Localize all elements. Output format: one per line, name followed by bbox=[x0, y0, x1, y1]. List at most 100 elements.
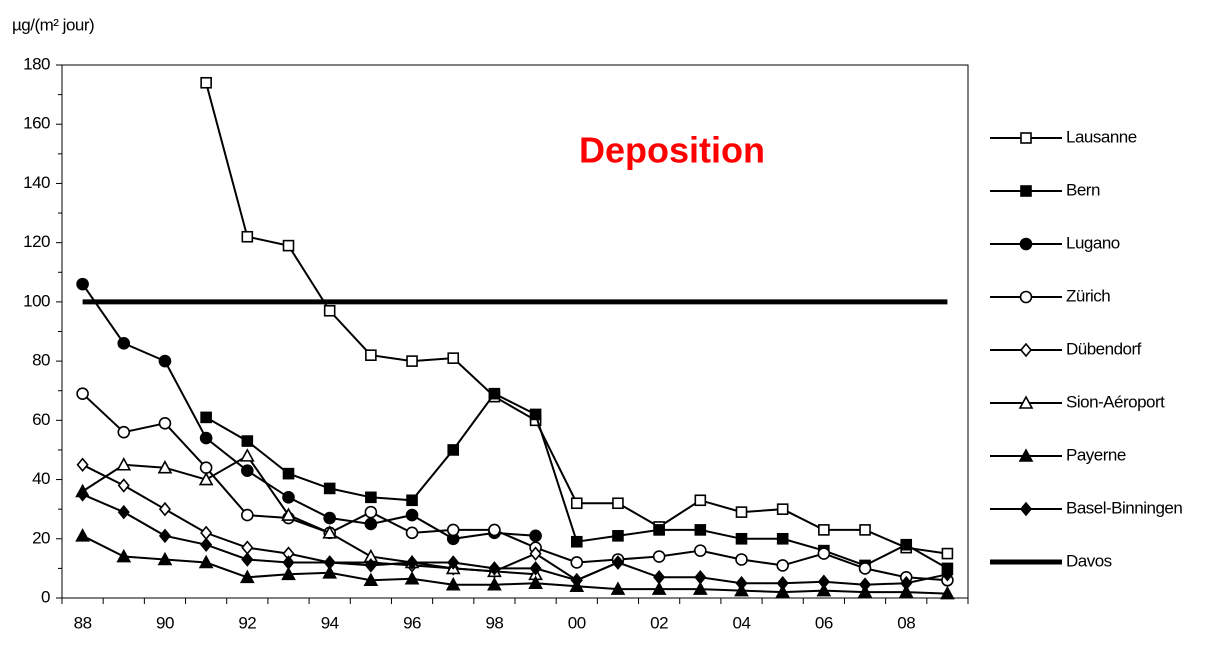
point bbox=[364, 517, 378, 531]
point bbox=[322, 565, 338, 579]
point bbox=[198, 471, 214, 486]
marker bbox=[1018, 448, 1034, 462]
point bbox=[117, 504, 130, 520]
point bbox=[157, 551, 173, 566]
y-tick-label: 60 bbox=[32, 410, 50, 429]
point bbox=[735, 575, 748, 591]
y-tick-label: 100 bbox=[23, 291, 50, 310]
point bbox=[158, 528, 171, 544]
point bbox=[200, 411, 212, 424]
y-tick-label: 40 bbox=[32, 469, 50, 488]
point bbox=[900, 575, 913, 591]
legend-label: Zürich bbox=[1066, 286, 1110, 305]
series bbox=[200, 76, 954, 560]
point bbox=[694, 544, 707, 557]
y-axis-label: µg/(m² jour) bbox=[12, 15, 94, 34]
point bbox=[694, 570, 707, 585]
point bbox=[858, 562, 872, 575]
point bbox=[570, 556, 584, 569]
point bbox=[775, 584, 791, 598]
point bbox=[117, 478, 130, 493]
point bbox=[735, 532, 748, 545]
marker bbox=[1019, 501, 1033, 517]
point bbox=[405, 508, 419, 522]
point bbox=[241, 435, 254, 447]
point bbox=[76, 277, 89, 291]
marker bbox=[1020, 132, 1032, 144]
series bbox=[200, 387, 954, 575]
point bbox=[940, 585, 955, 600]
point bbox=[776, 575, 789, 591]
point bbox=[487, 577, 502, 591]
point bbox=[364, 505, 378, 519]
point bbox=[200, 525, 213, 541]
point bbox=[611, 555, 624, 570]
point bbox=[282, 555, 295, 570]
point bbox=[776, 532, 789, 545]
point bbox=[653, 524, 665, 536]
point bbox=[529, 561, 542, 576]
point bbox=[404, 571, 420, 585]
point bbox=[364, 558, 377, 573]
marker bbox=[1018, 395, 1034, 409]
x-tick-label: 92 bbox=[238, 613, 256, 632]
point bbox=[406, 355, 418, 367]
y-tick-label: 120 bbox=[23, 232, 50, 251]
point bbox=[75, 528, 90, 542]
point bbox=[488, 387, 501, 400]
point bbox=[652, 550, 666, 563]
point bbox=[735, 506, 748, 518]
point bbox=[694, 494, 707, 507]
line bbox=[82, 463, 619, 582]
legend-label: Dübendorf bbox=[1066, 339, 1142, 358]
legend-label: Payerne bbox=[1066, 445, 1126, 464]
x-tick-label: 94 bbox=[321, 613, 339, 632]
plot-area bbox=[61, 64, 969, 599]
legend-label: Bern bbox=[1066, 180, 1100, 199]
point bbox=[941, 567, 954, 582]
point bbox=[241, 464, 254, 477]
x-tick-label: 02 bbox=[650, 613, 668, 632]
marker bbox=[1019, 237, 1033, 251]
y-tick-label: 160 bbox=[23, 114, 50, 133]
point bbox=[570, 535, 583, 548]
point bbox=[610, 581, 626, 595]
point bbox=[241, 230, 254, 243]
x-tick-label: 96 bbox=[403, 613, 421, 632]
legend-label: Lugano bbox=[1066, 233, 1120, 252]
point bbox=[241, 508, 254, 522]
point bbox=[612, 530, 624, 542]
point bbox=[241, 540, 254, 555]
point bbox=[117, 337, 131, 350]
point bbox=[446, 523, 460, 537]
point bbox=[239, 569, 255, 584]
point bbox=[117, 425, 131, 439]
y-tick-label: 140 bbox=[23, 173, 50, 192]
point bbox=[570, 572, 583, 588]
x-tick-label: 04 bbox=[733, 613, 751, 632]
y-tick-label: 180 bbox=[23, 54, 50, 73]
marker bbox=[1019, 342, 1033, 358]
point bbox=[941, 547, 954, 560]
point bbox=[323, 304, 336, 317]
point bbox=[776, 559, 789, 572]
y-tick-label: 20 bbox=[32, 528, 50, 547]
point bbox=[322, 525, 338, 539]
point bbox=[282, 467, 295, 480]
point bbox=[158, 501, 171, 517]
marker bbox=[1019, 290, 1033, 304]
x-tick-label: 98 bbox=[485, 613, 503, 632]
point bbox=[817, 574, 830, 589]
legend-label: Sion-Aéroport bbox=[1066, 392, 1165, 411]
point bbox=[816, 582, 832, 597]
line bbox=[82, 454, 536, 576]
point bbox=[157, 460, 173, 474]
line bbox=[82, 534, 948, 595]
chart-title: Deposition bbox=[579, 130, 765, 171]
y-tick-label: 0 bbox=[41, 587, 50, 606]
point bbox=[199, 461, 213, 475]
point bbox=[447, 555, 460, 570]
point bbox=[365, 349, 377, 361]
point bbox=[447, 352, 460, 364]
